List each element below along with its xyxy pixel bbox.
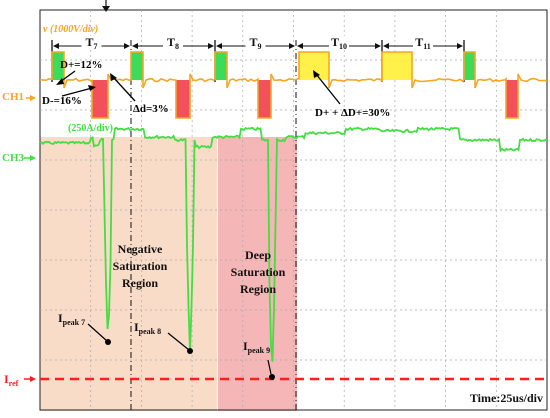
d-minus-annotation: D-=16%	[42, 95, 82, 107]
negative-saturation-region	[40, 137, 217, 411]
period-label-bg	[163, 36, 183, 50]
peak-arrows	[87, 323, 272, 375]
widened-pulse	[382, 52, 412, 80]
ch3-scale-label: (250A/div)	[68, 123, 113, 134]
deep-region-label-line-2: Saturation	[231, 265, 286, 279]
period-label-bg	[245, 36, 266, 50]
positive-pulse	[215, 52, 227, 80]
period-arrowhead-icon	[383, 43, 389, 49]
negative-pulse	[92, 80, 108, 118]
ch1-label: CH1	[2, 91, 24, 103]
iref-arrow-icon	[30, 376, 36, 382]
period-arrowhead-icon	[457, 43, 463, 49]
period-arrowhead-icon	[124, 43, 130, 49]
annotation-arrowheads	[56, 70, 320, 91]
period-arrowhead-icon	[216, 43, 222, 49]
ch3-current-waveform	[39, 126, 548, 362]
ipeak-7-dot	[105, 339, 111, 345]
peak-dots	[105, 339, 275, 380]
period-label-bg	[413, 36, 433, 50]
ch1-arrow-icon	[30, 95, 36, 101]
iref-label: Iref	[4, 372, 19, 388]
negative-region-label-line-3: Region	[122, 276, 158, 290]
delta-d-annotation: Δd=3%	[133, 103, 169, 115]
d-plus-delta-annotation: D+ + ΔD+=30%	[315, 107, 390, 119]
period-labels: T7 T8 T9 T10 T11	[53, 35, 463, 51]
deep-region-label-line-1: Deep	[245, 248, 271, 262]
ch3-label: CH3	[2, 152, 25, 164]
negative-region-label-line-1: Negative	[118, 242, 163, 256]
period-arrowhead-icon	[208, 43, 214, 49]
negative-pulse	[506, 80, 518, 118]
trigger-arrow-icon	[102, 6, 110, 12]
ch1-pulses	[52, 52, 518, 118]
d-plus-annotation: D+=12%	[60, 59, 102, 71]
deep-region-label-line-3: Region	[240, 282, 276, 296]
period-arrowhead-icon	[289, 43, 295, 49]
positive-pulse	[131, 52, 143, 80]
period-arrowhead-icon	[53, 43, 59, 49]
positive-pulse	[464, 52, 475, 80]
negative-pulse	[258, 80, 271, 118]
ipeak-9-dot	[269, 374, 275, 380]
ch1-scale-label: v (1000V/div)	[43, 24, 98, 35]
deep-saturation-region	[218, 137, 297, 411]
period-label-bg	[329, 36, 349, 50]
period-label-bg	[81, 36, 102, 50]
ch3-arrow-icon	[30, 155, 36, 161]
ipeak-8-dot	[187, 348, 193, 354]
period-arrowhead-icon	[297, 43, 303, 49]
negative-region-label-line-2: Saturation	[113, 259, 168, 273]
annotation-arrows	[59, 70, 341, 105]
ch1-voltage-waveform	[39, 51, 548, 119]
period-arrowhead-icon	[132, 43, 138, 49]
period-arrowhead-icon	[375, 43, 381, 49]
negative-pulse	[176, 80, 190, 118]
positive-pulse	[52, 52, 64, 80]
timebase-label: Time:25us/div	[470, 391, 543, 405]
